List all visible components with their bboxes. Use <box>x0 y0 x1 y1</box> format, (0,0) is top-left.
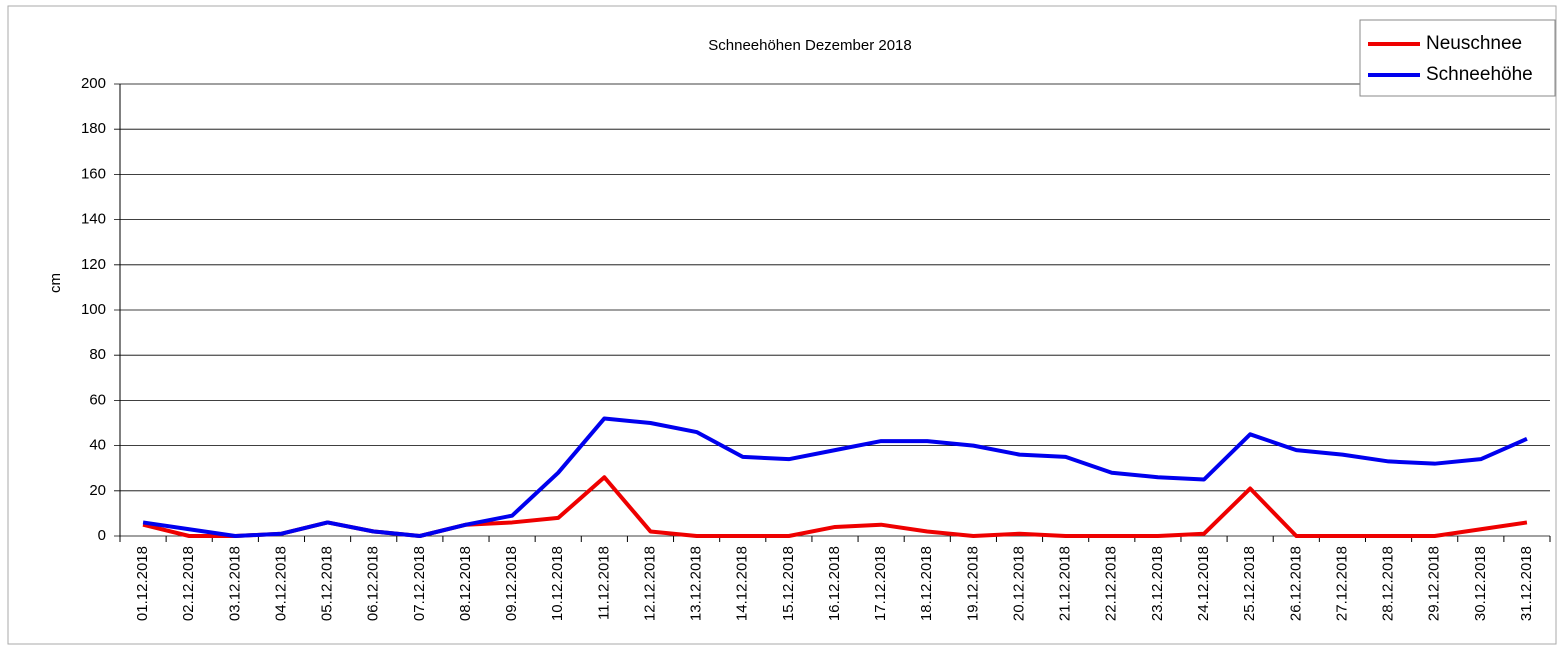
y-tick-label: 0 <box>98 527 106 544</box>
x-tick-label: 12.12.2018 <box>641 546 658 621</box>
x-tick-label: 21.12.2018 <box>1057 546 1074 621</box>
legend-label: Neuschnee <box>1426 33 1522 54</box>
y-tick-label: 160 <box>81 165 106 182</box>
y-tick-label: 120 <box>81 256 106 273</box>
y-axis-label: cm <box>47 273 64 293</box>
x-tick-label: 03.12.2018 <box>226 546 243 621</box>
x-tick-label: 06.12.2018 <box>365 546 382 621</box>
chart-title: Schneehöhen Dezember 2018 <box>708 37 911 54</box>
x-tick-label: 28.12.2018 <box>1380 546 1397 621</box>
x-tick-label: 01.12.2018 <box>134 546 151 621</box>
x-tick-label: 27.12.2018 <box>1333 546 1350 621</box>
x-tick-label: 25.12.2018 <box>1241 546 1258 621</box>
y-tick-label: 140 <box>81 211 106 228</box>
x-tick-label: 02.12.2018 <box>180 546 197 621</box>
series-line <box>142 416 1528 538</box>
x-tick-label: 26.12.2018 <box>1287 546 1304 621</box>
x-tick-label: 10.12.2018 <box>549 546 566 621</box>
x-tick-label: 31.12.2018 <box>1518 546 1535 621</box>
x-tick-label: 19.12.2018 <box>964 546 981 621</box>
y-tick-label: 40 <box>89 437 106 454</box>
x-tick-label: 30.12.2018 <box>1472 546 1489 621</box>
y-tick-label: 60 <box>89 391 106 408</box>
x-tick-label: 22.12.2018 <box>1103 546 1120 621</box>
x-tick-label: 13.12.2018 <box>688 546 705 621</box>
x-tick-label: 17.12.2018 <box>872 546 889 621</box>
x-tick-label: 24.12.2018 <box>1195 546 1212 621</box>
x-tick-label: 04.12.2018 <box>272 546 289 621</box>
x-tick-label: 16.12.2018 <box>826 546 843 621</box>
x-tick-label: 18.12.2018 <box>918 546 935 621</box>
x-tick-label: 23.12.2018 <box>1149 546 1166 621</box>
y-tick-label: 80 <box>89 346 106 363</box>
x-tick-label: 29.12.2018 <box>1426 546 1443 621</box>
x-tick-label: 09.12.2018 <box>503 546 520 621</box>
legend-box <box>1359 19 1556 97</box>
y-tick-label: 200 <box>81 75 106 92</box>
legend-label: Schneehöhe <box>1426 64 1533 85</box>
y-tick-label: 100 <box>81 301 106 318</box>
x-tick-label: 08.12.2018 <box>457 546 474 621</box>
x-tick-label: 20.12.2018 <box>1010 546 1027 621</box>
x-tick-label: 05.12.2018 <box>319 546 336 621</box>
y-tick-label: 20 <box>89 482 106 499</box>
x-tick-label: 11.12.2018 <box>595 546 612 620</box>
x-tick-label: 14.12.2018 <box>734 546 751 621</box>
x-tick-label: 15.12.2018 <box>780 546 797 621</box>
chart-border <box>7 5 1557 645</box>
y-tick-label: 180 <box>81 120 106 137</box>
x-tick-label: 07.12.2018 <box>411 546 428 621</box>
